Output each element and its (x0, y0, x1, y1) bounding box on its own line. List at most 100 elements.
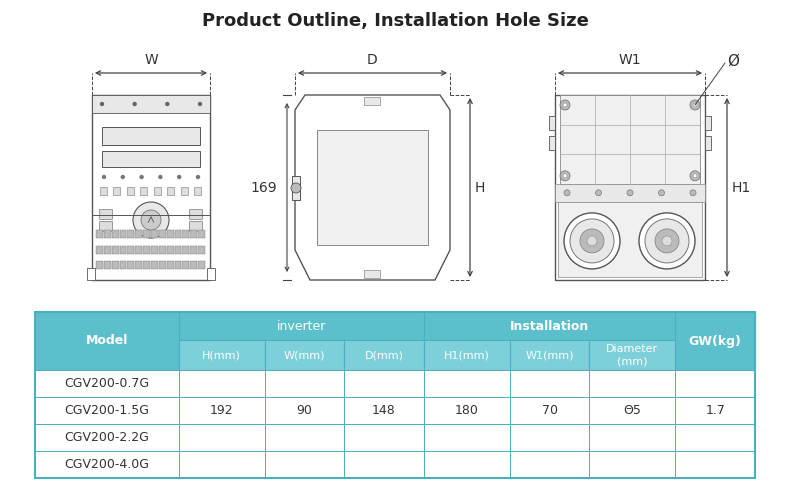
Bar (92, 95, 210, 113)
Text: W1(mm): W1(mm) (525, 350, 574, 360)
Circle shape (690, 100, 700, 110)
Circle shape (563, 103, 567, 107)
Bar (207, 268, 215, 280)
Bar (675, 370, 755, 397)
Bar (364, 270, 380, 278)
Circle shape (655, 229, 679, 253)
Bar (179, 340, 265, 370)
Bar (344, 370, 423, 397)
Text: Installation: Installation (510, 319, 589, 332)
Bar (143, 246, 150, 254)
Bar (423, 451, 510, 478)
FancyBboxPatch shape (100, 221, 112, 232)
Circle shape (564, 213, 620, 269)
Bar (103, 246, 111, 254)
Bar (175, 261, 182, 269)
Bar (182, 261, 190, 269)
Bar (96, 246, 103, 254)
Bar (510, 451, 589, 478)
Bar (102, 127, 200, 145)
Text: Product Outline, Installation Hole Size: Product Outline, Installation Hole Size (201, 12, 589, 30)
Bar (103, 261, 111, 269)
Circle shape (134, 103, 136, 106)
Circle shape (178, 176, 181, 178)
Bar (589, 424, 675, 451)
Bar (560, 95, 700, 184)
Bar (179, 370, 265, 397)
Text: W1: W1 (619, 53, 641, 67)
Bar (423, 397, 510, 424)
Text: Model: Model (85, 334, 128, 348)
Bar (194, 187, 201, 195)
Bar (102, 151, 200, 167)
Text: CGV200-2.2G: CGV200-2.2G (64, 431, 149, 444)
Circle shape (122, 176, 124, 178)
Circle shape (693, 103, 697, 107)
Circle shape (197, 176, 200, 178)
Circle shape (166, 103, 169, 106)
Bar (154, 187, 160, 195)
Bar (87, 268, 95, 280)
Bar (159, 246, 166, 254)
Text: H1: H1 (732, 180, 751, 195)
Circle shape (563, 174, 567, 178)
Text: 90: 90 (296, 404, 312, 417)
Bar (175, 230, 182, 238)
Text: 192: 192 (210, 404, 233, 417)
Bar (549, 116, 555, 130)
Bar (423, 340, 510, 370)
Bar (179, 451, 265, 478)
FancyBboxPatch shape (190, 210, 202, 219)
Circle shape (693, 174, 697, 178)
Bar (167, 230, 174, 238)
Bar (135, 230, 142, 238)
Bar (344, 340, 423, 370)
Circle shape (659, 190, 664, 196)
Circle shape (291, 183, 301, 193)
Bar (35, 312, 755, 478)
Bar (190, 246, 198, 254)
Bar (317, 130, 428, 245)
Bar (198, 261, 205, 269)
Bar (179, 312, 423, 340)
Bar (92, 95, 210, 280)
Bar (167, 187, 174, 195)
Bar (675, 451, 755, 478)
Bar (364, 97, 380, 105)
Circle shape (580, 229, 604, 253)
Bar (127, 246, 134, 254)
Bar (344, 451, 423, 478)
Bar (675, 397, 755, 424)
Bar (143, 230, 150, 238)
Text: CGV200-0.7G: CGV200-0.7G (64, 377, 149, 390)
Bar (198, 246, 205, 254)
Bar (35, 424, 179, 451)
Bar (111, 230, 118, 238)
Text: CGV200-4.0G: CGV200-4.0G (64, 458, 149, 471)
Bar (127, 187, 134, 195)
Bar (265, 340, 344, 370)
Bar (103, 230, 111, 238)
Circle shape (564, 190, 570, 196)
Text: H: H (475, 180, 485, 195)
Text: W(mm): W(mm) (284, 350, 325, 360)
Bar (35, 451, 179, 478)
Bar (510, 424, 589, 451)
Bar (265, 424, 344, 451)
Bar (100, 187, 107, 195)
Bar (135, 261, 142, 269)
Text: Diameter
(mm): Diameter (mm) (607, 344, 659, 366)
Bar (151, 261, 158, 269)
Bar (175, 246, 182, 254)
Bar (179, 397, 265, 424)
Bar (96, 230, 103, 238)
Bar (127, 261, 134, 269)
Bar (555, 95, 705, 280)
Circle shape (560, 100, 570, 110)
Bar (119, 230, 126, 238)
Bar (265, 370, 344, 397)
Bar (143, 261, 150, 269)
Text: D(mm): D(mm) (364, 350, 404, 360)
Bar (589, 397, 675, 424)
Bar (119, 246, 126, 254)
